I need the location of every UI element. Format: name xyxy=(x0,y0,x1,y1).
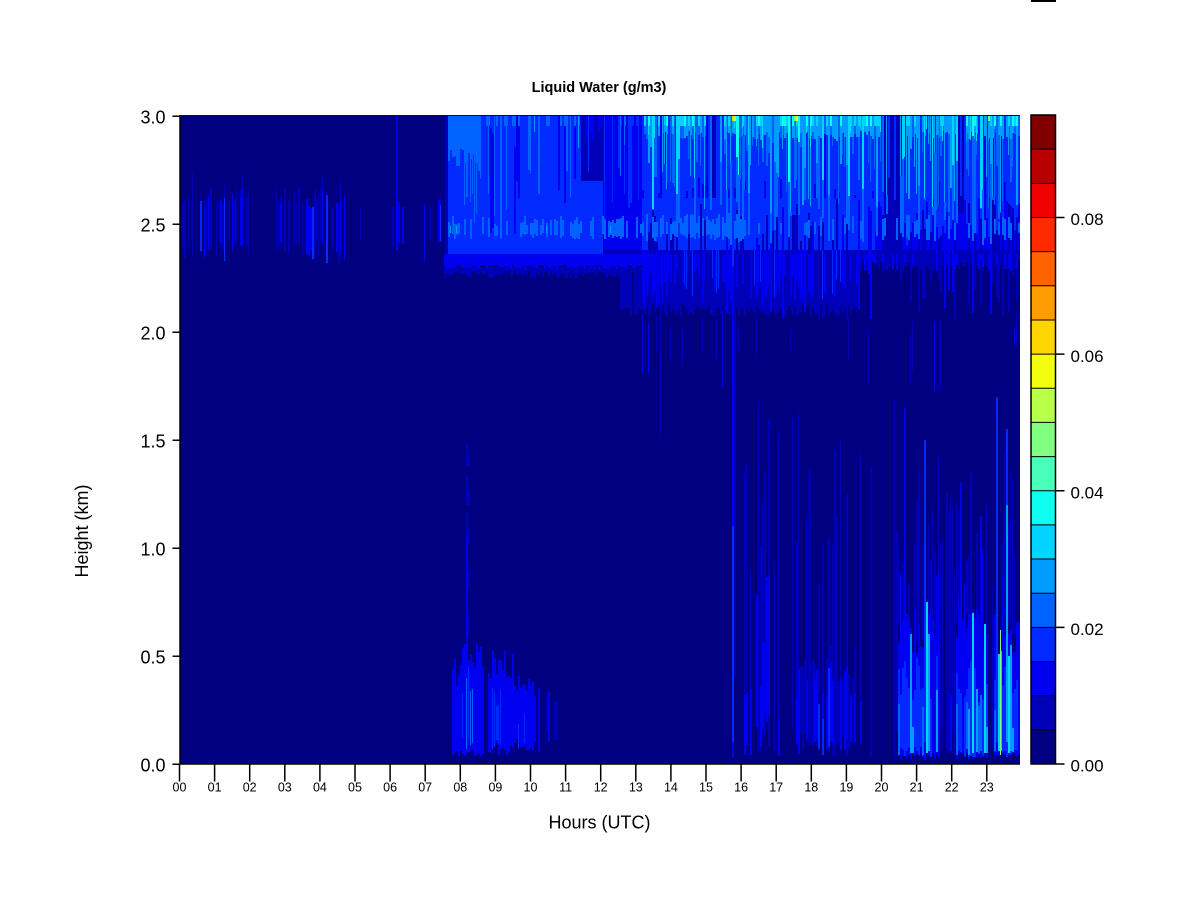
svg-text:22: 22 xyxy=(945,781,959,795)
svg-text:18: 18 xyxy=(804,781,818,795)
svg-text:0.02: 0.02 xyxy=(1071,620,1104,639)
svg-text:0.06: 0.06 xyxy=(1071,347,1104,366)
svg-text:3.0: 3.0 xyxy=(140,108,165,128)
svg-text:0.5: 0.5 xyxy=(140,648,165,668)
svg-text:0.00: 0.00 xyxy=(1071,757,1104,776)
svg-text:0.0: 0.0 xyxy=(140,756,165,776)
svg-text:00: 00 xyxy=(173,781,187,795)
svg-text:09: 09 xyxy=(488,781,502,795)
svg-text:12: 12 xyxy=(594,781,608,795)
svg-text:03: 03 xyxy=(278,781,292,795)
svg-text:10: 10 xyxy=(524,781,538,795)
svg-text:2.0: 2.0 xyxy=(140,324,165,344)
svg-text:08: 08 xyxy=(453,781,467,795)
svg-text:1.5: 1.5 xyxy=(140,432,165,452)
svg-text:02: 02 xyxy=(243,781,257,795)
svg-text:17: 17 xyxy=(769,781,783,795)
svg-text:01: 01 xyxy=(208,781,222,795)
svg-text:07: 07 xyxy=(418,781,432,795)
svg-text:14: 14 xyxy=(664,781,678,795)
svg-text:21: 21 xyxy=(910,781,924,795)
svg-text:1.0: 1.0 xyxy=(140,540,165,560)
svg-text:15: 15 xyxy=(699,781,713,795)
svg-text:Liquid Water (g/m3): Liquid Water (g/m3) xyxy=(532,80,667,96)
svg-text:11: 11 xyxy=(559,781,572,795)
svg-text:Height (km): Height (km) xyxy=(72,484,92,577)
svg-text:19: 19 xyxy=(839,781,853,795)
svg-text:06: 06 xyxy=(383,781,397,795)
svg-text:13: 13 xyxy=(629,781,643,795)
svg-text:2.5: 2.5 xyxy=(140,216,165,236)
svg-text:23: 23 xyxy=(980,781,994,795)
svg-text:20: 20 xyxy=(875,781,889,795)
svg-text:04: 04 xyxy=(313,781,327,795)
svg-text:Hours (UTC): Hours (UTC) xyxy=(549,813,651,833)
svg-text:0.08: 0.08 xyxy=(1071,210,1104,229)
svg-text:0.04: 0.04 xyxy=(1071,483,1104,502)
svg-text:05: 05 xyxy=(348,781,362,795)
svg-text:16: 16 xyxy=(734,781,748,795)
